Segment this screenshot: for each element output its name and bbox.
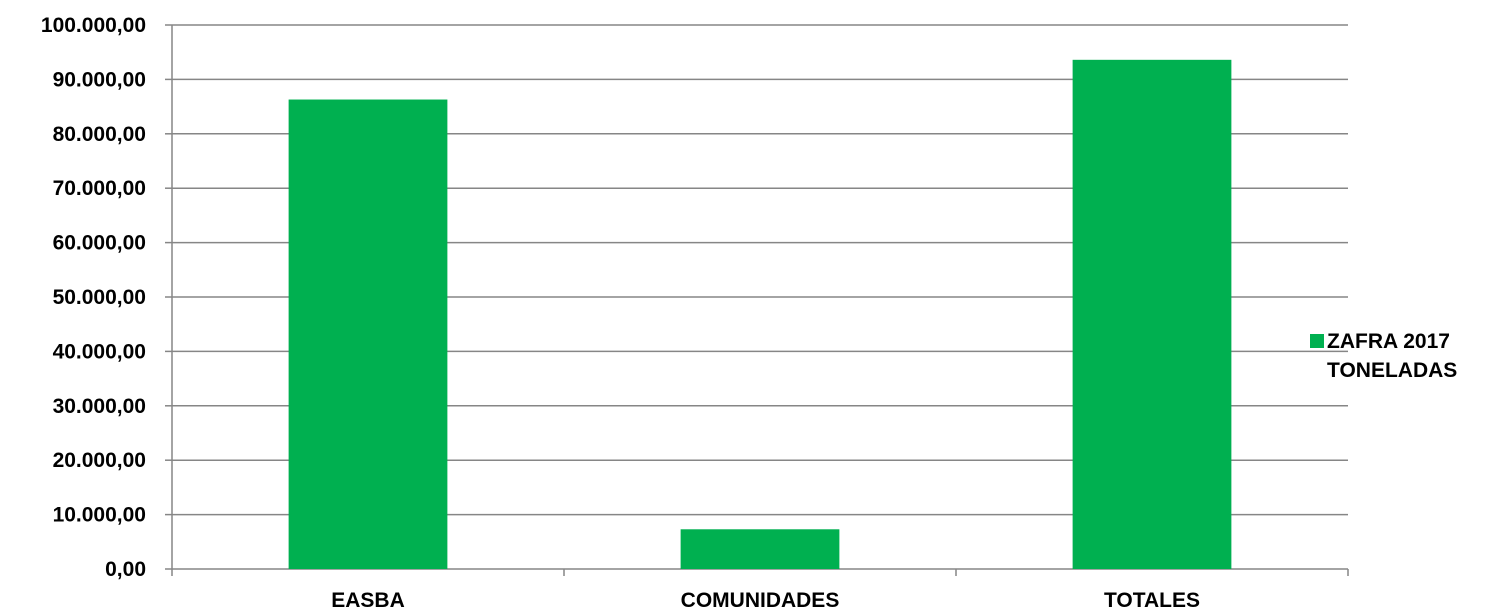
legend-label-line-1: ZAFRA 2017 <box>1327 330 1450 353</box>
bars <box>288 59 1232 569</box>
legend-swatch <box>1310 334 1324 348</box>
bar-easba <box>288 99 448 569</box>
y-tick-label: 100.000,00 <box>41 14 146 37</box>
y-tick-label: 0,00 <box>105 558 146 581</box>
legend: ZAFRA 2017 TONELADAS <box>1310 330 1457 382</box>
y-tick-label: 50.000,00 <box>53 286 146 309</box>
y-tick-label: 70.000,00 <box>53 177 146 200</box>
y-tick-label: 40.000,00 <box>53 340 146 363</box>
x-category-label: TOTALES <box>1104 589 1200 611</box>
x-category-label: EASBA <box>331 589 405 611</box>
x-category-label: COMUNIDADES <box>681 589 840 611</box>
y-tick-label: 90.000,00 <box>53 68 146 91</box>
y-tick-label: 10.000,00 <box>53 504 146 527</box>
x-axis-category-labels: EASBA COMUNIDADES TOTALES <box>331 589 1200 611</box>
legend-label-line-2: TONELADAS <box>1327 359 1457 382</box>
y-tick-label: 80.000,00 <box>53 123 146 146</box>
bar-comunidades <box>680 529 840 569</box>
y-tick-label: 20.000,00 <box>53 449 146 472</box>
y-axis-tick-labels: 0,00 10.000,00 20.000,00 30.000,00 40.000,00… <box>41 14 146 581</box>
y-tick-label: 60.000,00 <box>53 232 146 255</box>
y-tick-label: 30.000,00 <box>53 395 146 418</box>
bar-totales <box>1072 59 1232 569</box>
